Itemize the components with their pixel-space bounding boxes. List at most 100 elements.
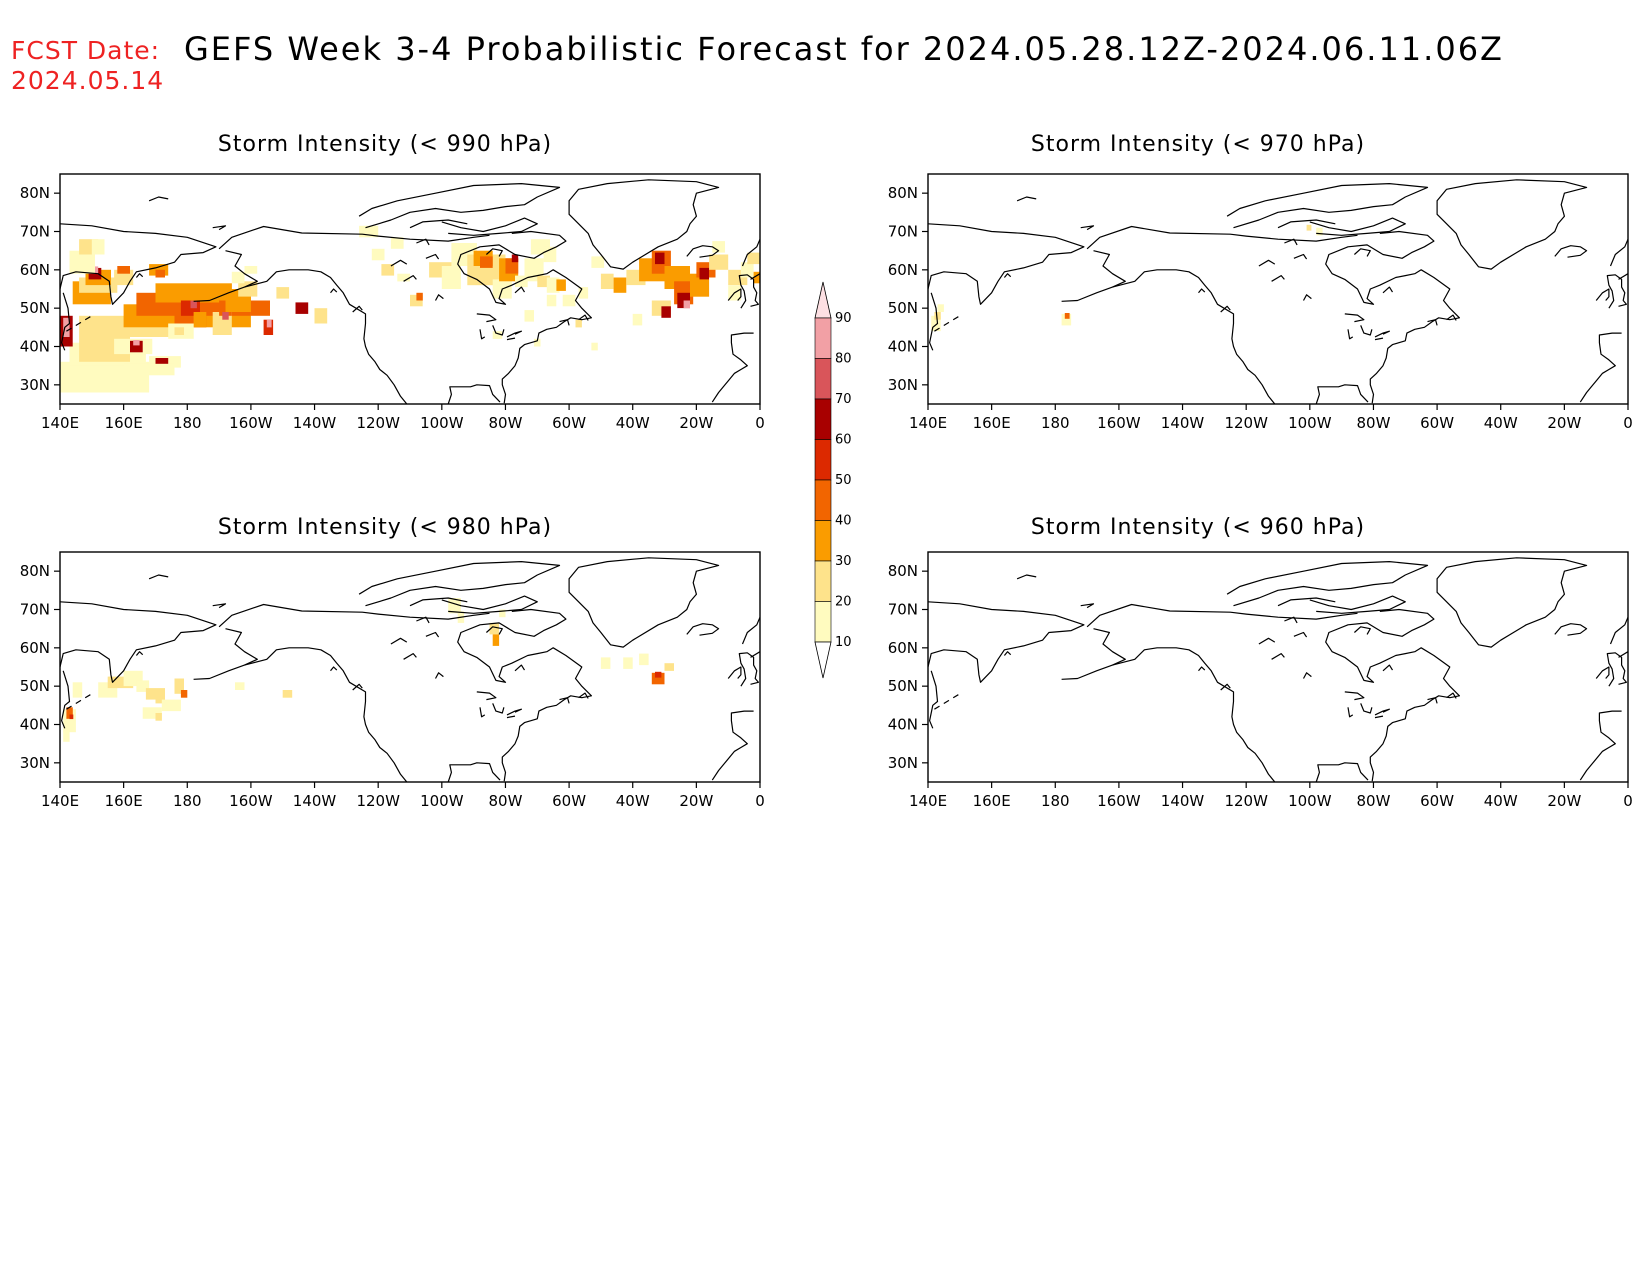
probability-cell — [492, 634, 500, 646]
probability-cell — [753, 271, 760, 284]
probability-cell — [244, 266, 258, 274]
island-outline — [1302, 672, 1312, 679]
probability-cell — [591, 342, 598, 351]
island-outline — [1003, 651, 1012, 656]
lon-label: 160E — [973, 792, 1011, 810]
island-outline — [1446, 692, 1457, 699]
lat-label: 30N — [20, 754, 50, 772]
coastline — [218, 225, 490, 250]
probability-cell — [63, 317, 70, 337]
probability-cell — [117, 266, 130, 274]
coastline — [686, 245, 720, 258]
lon-label: 160E — [973, 414, 1011, 432]
map-panel-990: 140E 160E 180 160W 140W 120W 100W 80W 60W 40W 20W 0… — [20, 173, 765, 432]
island-outline — [1016, 574, 1037, 580]
coastline — [1315, 762, 1369, 783]
lat-label: 40N — [888, 338, 918, 356]
coastline — [1086, 225, 1358, 250]
island-outline — [479, 707, 486, 718]
probability-cell — [155, 269, 165, 278]
forecast-date-label: FCST Date: — [11, 36, 161, 65]
colorbar-top-triangle — [814, 281, 832, 319]
lon-label: 40W — [616, 414, 650, 432]
colorbar-segment — [814, 398, 832, 440]
probability-cell — [222, 312, 229, 320]
probability-cell — [235, 682, 245, 690]
coastline — [193, 628, 258, 680]
lon-label: 0 — [1623, 792, 1633, 810]
coastline — [1609, 616, 1629, 645]
coastline — [1436, 179, 1588, 270]
coastline — [568, 179, 720, 270]
probability-cell — [295, 302, 309, 314]
lat-label: 40N — [888, 716, 918, 734]
colorbar-label: 30 — [835, 554, 852, 569]
probability-cell — [613, 277, 627, 293]
lon-label: 120W — [1224, 414, 1268, 432]
probability-cell — [934, 312, 941, 320]
coastline — [750, 651, 761, 658]
island-outline — [1284, 616, 1298, 624]
probability-cell — [142, 707, 162, 719]
lon-label: 140E — [41, 792, 79, 810]
colorbar-label: 20 — [835, 595, 852, 610]
probability-cell — [410, 294, 423, 307]
island-outline — [148, 196, 169, 202]
colorbar-label: 90 — [835, 311, 852, 326]
probability-cell — [130, 340, 143, 353]
probability-field-p970 — [931, 224, 1323, 332]
coastline — [1309, 595, 1406, 614]
island-outline — [1258, 259, 1276, 267]
lon-label: 140W — [1161, 414, 1205, 432]
island-outline — [1347, 329, 1354, 340]
probability-cell — [632, 313, 643, 326]
island-outline — [390, 637, 408, 645]
probability-cell — [575, 319, 582, 328]
probability-cell — [276, 287, 290, 299]
probability-cell — [371, 248, 385, 261]
probability-cell — [499, 609, 506, 618]
lon-label: 160W — [229, 792, 273, 810]
coastline — [1618, 273, 1629, 280]
island-outline — [1220, 683, 1231, 691]
island-outline — [390, 259, 408, 267]
lon-label: 100W — [1288, 414, 1332, 432]
lon-label: 100W — [420, 414, 464, 432]
coastline — [1112, 269, 1276, 405]
forecast-date-block: FCST Date: 2024.05.14 — [11, 36, 164, 96]
lat-label: 60N — [888, 261, 918, 279]
island-outline — [1344, 313, 1365, 323]
probability-cell — [155, 713, 162, 721]
map-panel-970: 140E 160E 180 160W 140W 120W 100W 80W 60W 40W 20W 0… — [888, 173, 1633, 432]
coastline — [929, 292, 939, 351]
lon-label: 160E — [105, 792, 143, 810]
island-outline — [559, 319, 570, 326]
kuril-islands — [934, 693, 961, 710]
probability-cell — [600, 273, 614, 289]
coastlines — [927, 179, 1629, 405]
probability-cell — [600, 657, 611, 669]
probability-cell — [1061, 313, 1072, 326]
probability-cell — [1064, 313, 1070, 319]
coastline — [1353, 248, 1371, 257]
island-outline — [1360, 703, 1373, 714]
probability-cell — [683, 300, 690, 309]
coastline — [1595, 666, 1610, 679]
island-outline — [1374, 330, 1390, 338]
lon-label: 140W — [1161, 792, 1205, 810]
probability-cell — [282, 690, 293, 698]
island-outline — [416, 238, 430, 246]
lat-label: 70N — [888, 601, 918, 619]
island-outline — [1080, 225, 1095, 231]
island-outline — [1427, 319, 1438, 326]
probability-cell — [537, 275, 550, 288]
probability-cell — [91, 239, 105, 255]
island-outline — [506, 708, 522, 716]
island-outline — [476, 691, 497, 701]
probability-cell — [155, 691, 165, 704]
coastline — [1325, 230, 1460, 404]
probability-cell — [441, 266, 461, 289]
coastline — [244, 269, 408, 405]
coastline — [1579, 332, 1622, 403]
coastline — [409, 597, 468, 607]
